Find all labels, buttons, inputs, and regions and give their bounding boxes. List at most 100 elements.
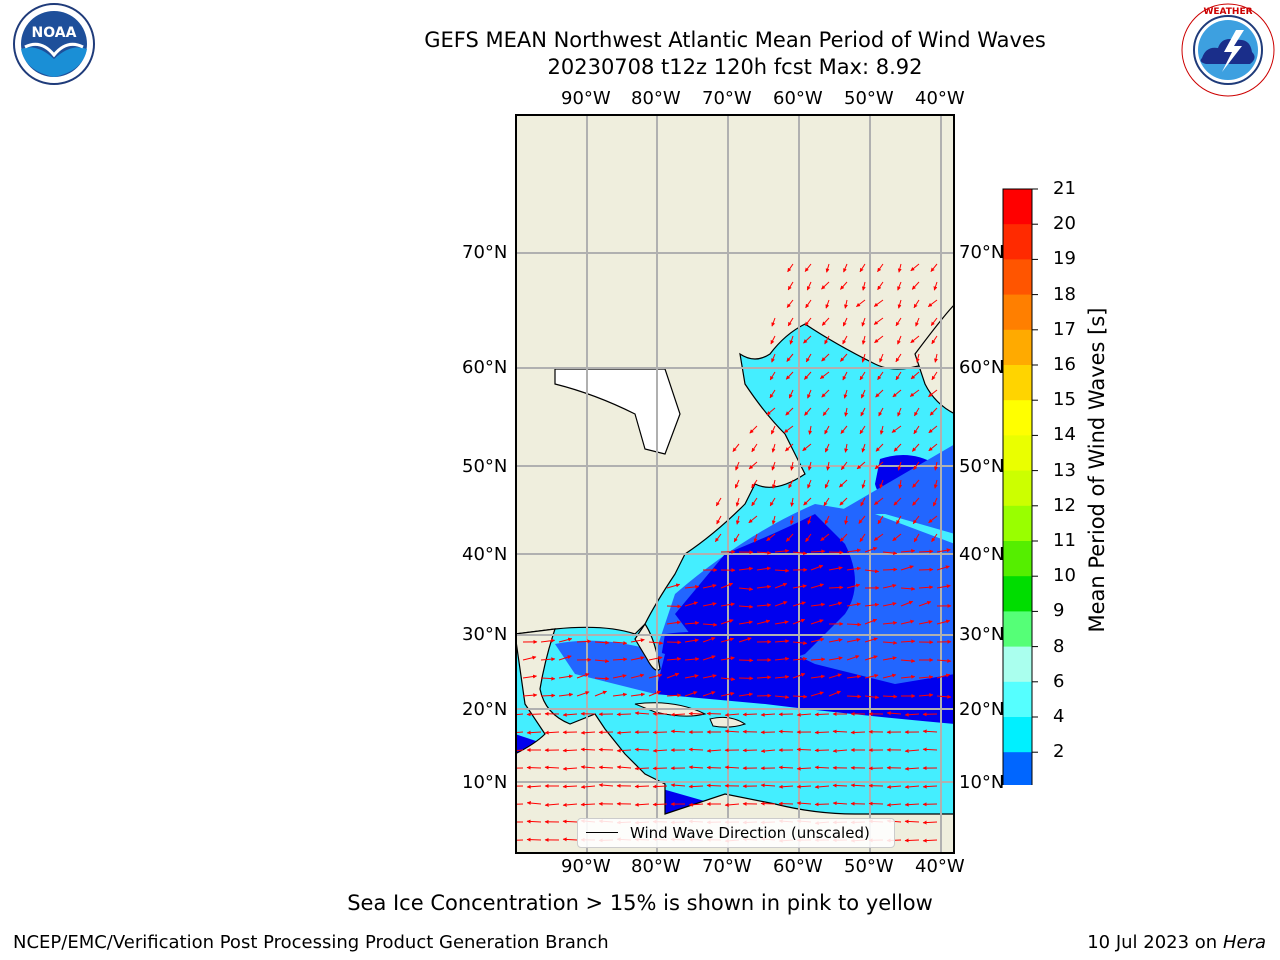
colorbar-swatch — [1003, 576, 1032, 612]
wave-arrow — [815, 750, 829, 751]
colorbar-swatch — [1003, 506, 1032, 542]
wave-arrow — [653, 732, 667, 733]
lon-label-top: 70°W — [702, 88, 752, 109]
lat-label-right: 20°N — [959, 699, 1004, 720]
legend-line-swatch — [586, 832, 618, 833]
legend: Wind Wave Direction (unscaled) — [577, 818, 895, 848]
lat-label-left: 10°N — [462, 772, 507, 793]
wave-arrow — [743, 750, 757, 751]
wave-arrow — [545, 767, 559, 768]
lat-label-left: 40°N — [462, 544, 507, 565]
wave-arrow — [653, 786, 667, 787]
wave-arrow — [829, 552, 843, 553]
wave-arrow — [757, 696, 771, 697]
wave-arrow — [923, 822, 937, 823]
wave-arrow — [847, 624, 861, 625]
colorbar-swatch — [1003, 189, 1032, 225]
colorbar-tick-label: 19 — [1053, 248, 1076, 269]
wave-arrow — [581, 749, 595, 750]
wave-arrow — [635, 768, 649, 769]
lon-label-top: 80°W — [631, 88, 681, 109]
wave-arrow — [689, 714, 703, 715]
wave-arrow — [883, 696, 897, 697]
noaa-logo: NOAA — [5, 3, 103, 85]
wave-arrow — [833, 785, 847, 786]
colorbar-swatch — [1003, 330, 1032, 366]
colorbar-tick-label: 8 — [1053, 636, 1064, 657]
wave-arrow — [527, 768, 541, 769]
lat-label-left: 60°N — [462, 357, 507, 378]
lon-label-top: 60°W — [773, 88, 823, 109]
wave-arrow — [653, 804, 667, 805]
lat-label-right: 40°N — [959, 544, 1004, 565]
lat-label-right: 50°N — [959, 456, 1004, 477]
wave-arrow — [905, 840, 919, 841]
wave-arrow — [563, 750, 577, 751]
wave-arrow — [667, 606, 681, 607]
colorbar-swatch — [1003, 647, 1032, 683]
lat-label-right: 30°N — [959, 624, 1004, 645]
lon-label-bottom: 60°W — [773, 856, 823, 877]
wave-arrow — [707, 785, 721, 786]
colorbar-swatch — [1003, 435, 1032, 471]
wave-arrow — [707, 768, 721, 769]
wave-arrow — [707, 714, 721, 715]
wave-arrow — [797, 749, 811, 750]
wave-arrow — [815, 767, 829, 768]
colorbar-swatch — [1003, 682, 1032, 718]
wave-arrow — [847, 696, 861, 697]
lon-label-bottom: 50°W — [844, 856, 894, 877]
map-panel — [515, 114, 955, 854]
colorbar-tick-label: 6 — [1053, 671, 1064, 692]
colorbar-swatch — [1003, 471, 1032, 507]
wave-arrow — [919, 551, 933, 552]
lat-label-right: 70°N — [959, 242, 1004, 263]
colorbar-tick-label: 9 — [1053, 600, 1064, 621]
colorbar-tick-label: 10 — [1053, 565, 1076, 586]
colorbar-tick-label: 17 — [1053, 319, 1076, 340]
lon-label-bottom: 40°W — [915, 856, 965, 877]
wave-arrow — [599, 750, 613, 751]
wave-arrow — [739, 660, 753, 661]
lon-label-bottom: 70°W — [702, 856, 752, 877]
wave-arrow — [743, 714, 757, 715]
sea-ice-note: Sea Ice Concentration > 15% is shown in … — [0, 891, 1280, 915]
wave-arrow — [563, 821, 577, 822]
wave-arrow — [527, 821, 541, 822]
wave-arrow — [851, 732, 865, 733]
lon-label-bottom: 90°W — [561, 856, 611, 877]
colorbar-tick-label: 4 — [1053, 706, 1064, 727]
wave-arrow — [779, 804, 793, 805]
lat-label-right: 10°N — [959, 772, 1004, 793]
svg-text:NOAA: NOAA — [32, 25, 77, 41]
wave-arrow — [527, 840, 541, 841]
wave-arrow — [815, 714, 829, 715]
lat-label-left: 30°N — [462, 624, 507, 645]
colorbar-swatch — [1003, 541, 1032, 577]
colorbar-swatch — [1003, 295, 1032, 331]
colorbar-tick-label: 15 — [1053, 389, 1076, 410]
colorbar-swatch — [1003, 365, 1032, 401]
colorbar-tick-label: 20 — [1053, 213, 1076, 234]
lat-label-right: 60°N — [959, 357, 1004, 378]
wave-arrow — [761, 804, 775, 805]
wave-arrow — [919, 570, 933, 571]
chart-title: GEFS MEAN Northwest Atlantic Mean Period… — [300, 27, 1170, 53]
wave-arrow — [829, 587, 843, 588]
colorbar-swatch — [1003, 259, 1032, 295]
wave-arrow — [653, 768, 667, 769]
colorbar-tick-label: 16 — [1053, 354, 1076, 375]
footer-date: 10 Jul 2023 on Hera — [1087, 932, 1266, 953]
colorbar-swatch — [1003, 717, 1032, 753]
colorbar-tick-label: 11 — [1053, 530, 1076, 551]
colorbar — [1000, 185, 1040, 785]
colorbar-swatch — [1003, 224, 1032, 260]
wave-arrow — [779, 767, 793, 768]
wave-arrow — [833, 731, 847, 732]
wave-arrow — [527, 714, 541, 715]
wave-arrow — [815, 732, 829, 733]
lat-label-left: 50°N — [462, 456, 507, 477]
colorbar-tick-label: 2 — [1053, 741, 1064, 762]
wave-arrow — [563, 786, 577, 787]
wave-arrow — [689, 749, 703, 750]
